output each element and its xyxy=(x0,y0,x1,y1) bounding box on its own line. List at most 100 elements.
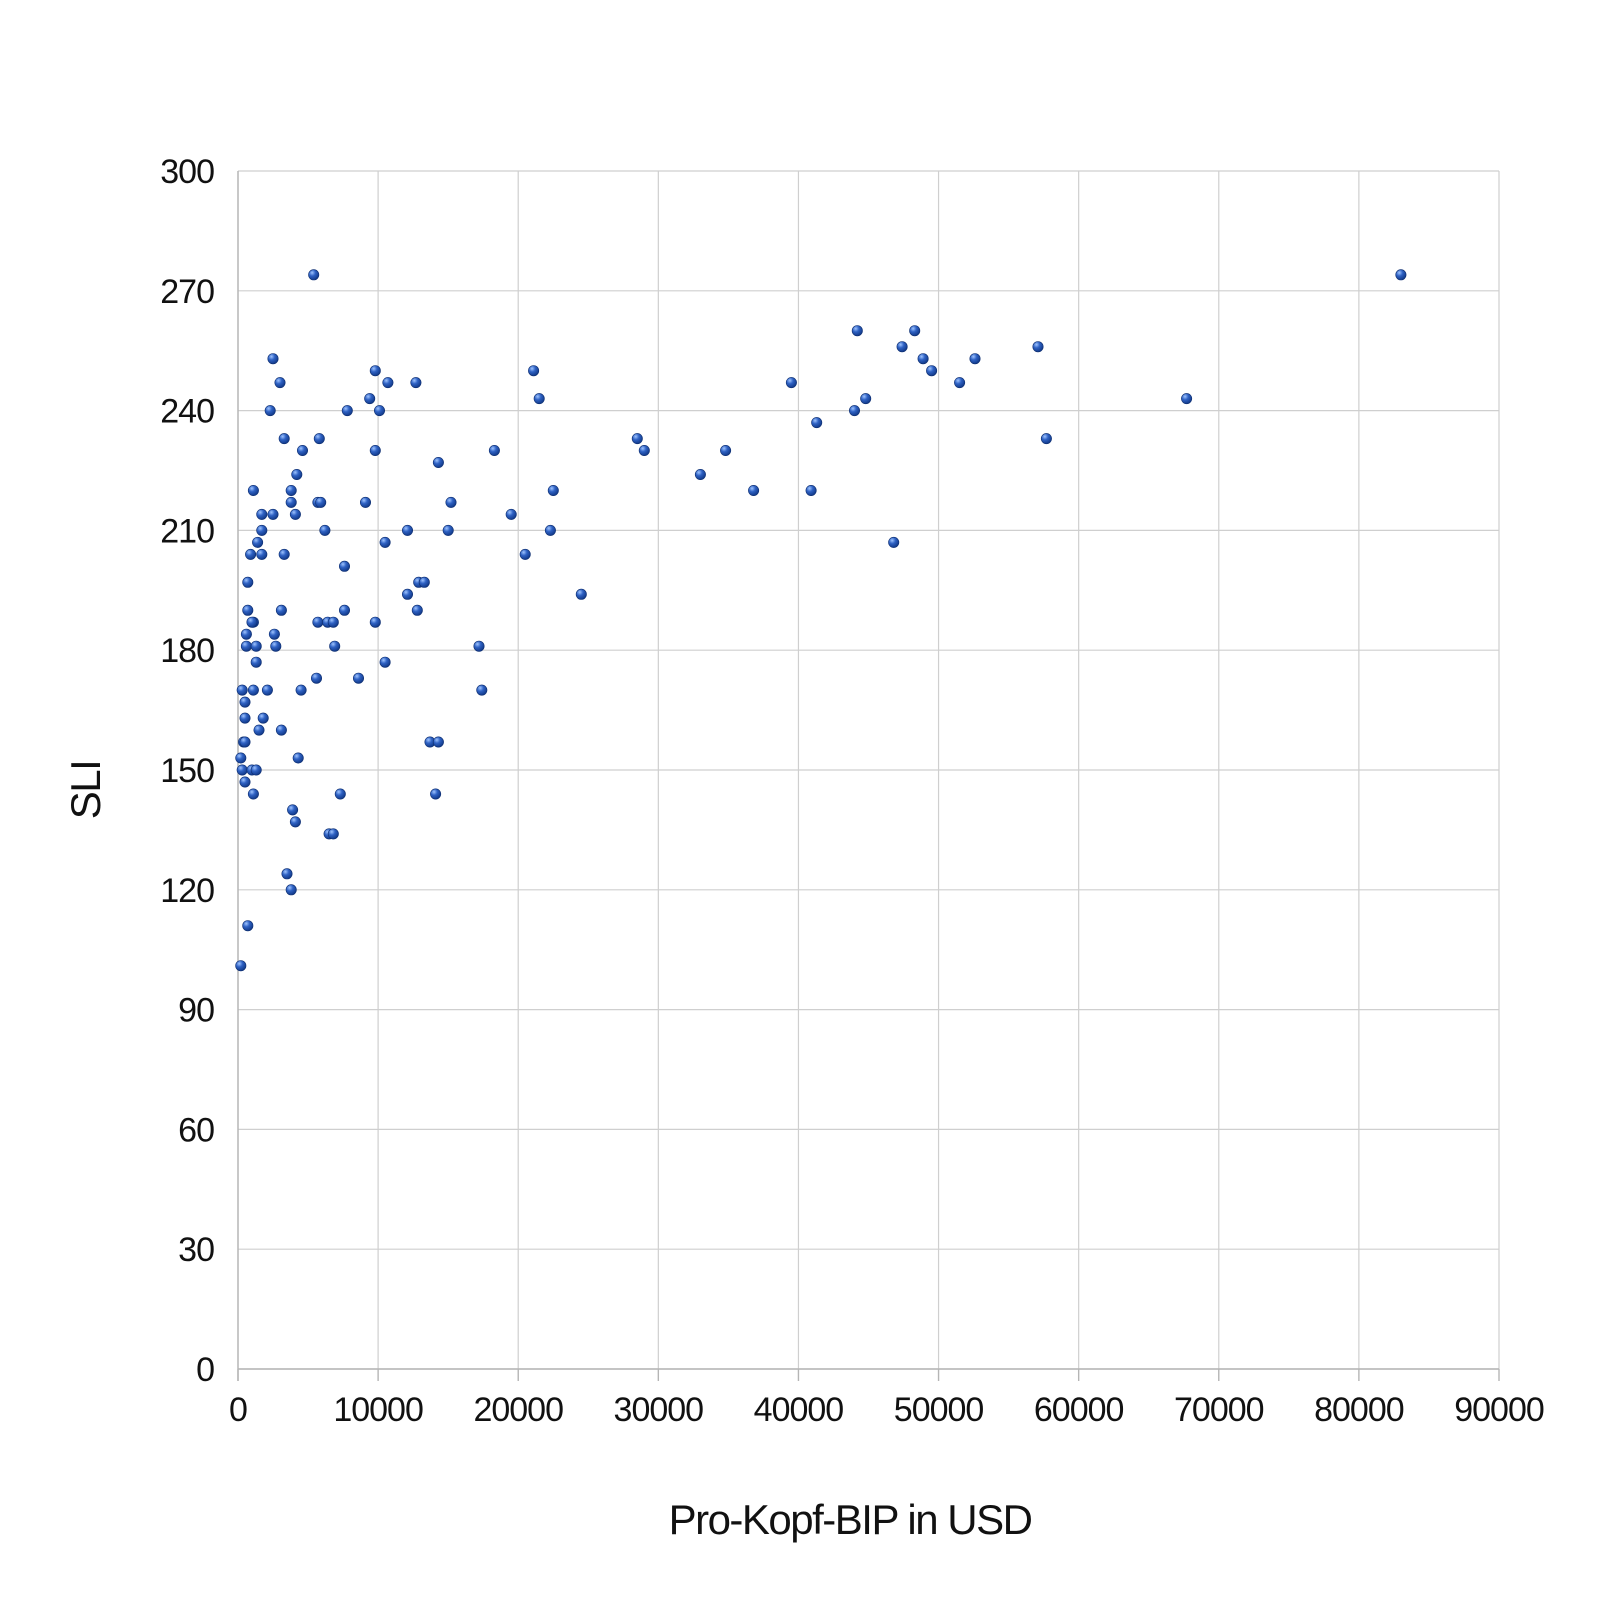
y-tick-label: 300 xyxy=(160,153,214,191)
x-tick-label: 70000 xyxy=(1174,1391,1264,1429)
data-point xyxy=(239,712,251,724)
data-point xyxy=(253,724,265,736)
x-tick-label: 60000 xyxy=(1034,1391,1124,1429)
x-tick-label: 20000 xyxy=(473,1391,563,1429)
data-point xyxy=(267,508,279,520)
data-point xyxy=(748,484,760,496)
data-point xyxy=(268,628,280,640)
data-point xyxy=(285,496,297,508)
y-tick-label: 180 xyxy=(160,632,214,670)
data-point xyxy=(369,616,381,628)
data-point xyxy=(445,496,457,508)
y-axis-title: SLI xyxy=(62,761,109,820)
data-point xyxy=(285,484,297,496)
data-point xyxy=(785,377,797,389)
data-point xyxy=(250,764,262,776)
data-point xyxy=(247,788,259,800)
x-tick-label: 10000 xyxy=(333,1391,423,1429)
data-point xyxy=(379,536,391,548)
data-point xyxy=(338,604,350,616)
data-point xyxy=(338,560,350,572)
data-point xyxy=(242,576,254,588)
data-point xyxy=(250,640,262,652)
data-point xyxy=(411,604,423,616)
y-tick-label: 240 xyxy=(160,393,214,431)
data-point xyxy=(811,417,823,429)
data-point xyxy=(261,684,273,696)
data-point xyxy=(256,508,268,520)
data-point xyxy=(720,444,732,456)
data-point xyxy=(382,377,394,389)
x-tick-label: 30000 xyxy=(614,1391,704,1429)
data-point xyxy=(242,920,254,932)
data-point xyxy=(519,548,531,560)
data-points xyxy=(235,269,1407,972)
data-point xyxy=(638,444,650,456)
data-point xyxy=(275,724,287,736)
data-point xyxy=(379,656,391,668)
data-point xyxy=(291,468,303,480)
data-point xyxy=(631,433,643,445)
x-tick-label: 80000 xyxy=(1314,1391,1404,1429)
data-point xyxy=(312,616,324,628)
y-tick-label: 270 xyxy=(160,273,214,311)
data-point xyxy=(488,444,500,456)
data-point xyxy=(235,960,247,972)
x-tick-label: 40000 xyxy=(754,1391,844,1429)
data-point xyxy=(533,393,545,405)
data-point xyxy=(917,353,929,365)
data-point xyxy=(327,828,339,840)
data-point xyxy=(1040,433,1052,445)
data-point xyxy=(281,868,293,880)
data-point xyxy=(575,588,587,600)
data-point xyxy=(270,640,282,652)
data-point xyxy=(1032,341,1044,353)
data-point xyxy=(256,548,268,560)
data-point xyxy=(476,684,488,696)
data-point xyxy=(430,788,442,800)
y-tick-label: 60 xyxy=(178,1111,214,1149)
data-point xyxy=(954,377,966,389)
data-point xyxy=(240,640,252,652)
data-point xyxy=(1181,393,1193,405)
data-point xyxy=(369,444,381,456)
data-point xyxy=(315,496,327,508)
data-point xyxy=(359,496,371,508)
data-point xyxy=(544,524,556,536)
data-point xyxy=(285,884,297,896)
x-tick-label: 90000 xyxy=(1454,1391,1544,1429)
data-point xyxy=(246,616,258,628)
data-point xyxy=(364,393,376,405)
data-point xyxy=(969,353,981,365)
data-point xyxy=(334,788,346,800)
y-tick-labels: 0 30 60 90 120 150 180 210 240 270 300 xyxy=(160,153,215,1389)
data-point xyxy=(432,736,444,748)
data-point xyxy=(287,804,299,816)
data-point xyxy=(292,752,304,764)
data-point xyxy=(247,684,259,696)
data-point xyxy=(308,269,320,281)
data-point xyxy=(1395,269,1407,281)
data-point xyxy=(418,576,430,588)
data-point xyxy=(275,604,287,616)
data-point xyxy=(250,656,262,668)
y-tick-label: 210 xyxy=(160,512,214,550)
data-point xyxy=(236,684,248,696)
data-point xyxy=(239,776,251,788)
data-point xyxy=(236,764,248,776)
data-point xyxy=(401,524,413,536)
y-tick-label: 150 xyxy=(160,752,214,790)
data-point xyxy=(310,672,322,684)
data-point xyxy=(888,536,900,548)
data-point xyxy=(296,444,308,456)
data-point xyxy=(274,377,286,389)
data-point xyxy=(247,484,259,496)
data-point xyxy=(235,752,247,764)
y-tick-label: 30 xyxy=(178,1231,214,1269)
data-point xyxy=(410,377,422,389)
data-point xyxy=(432,456,444,468)
data-point xyxy=(313,433,325,445)
data-point xyxy=(295,684,307,696)
data-point xyxy=(805,484,817,496)
